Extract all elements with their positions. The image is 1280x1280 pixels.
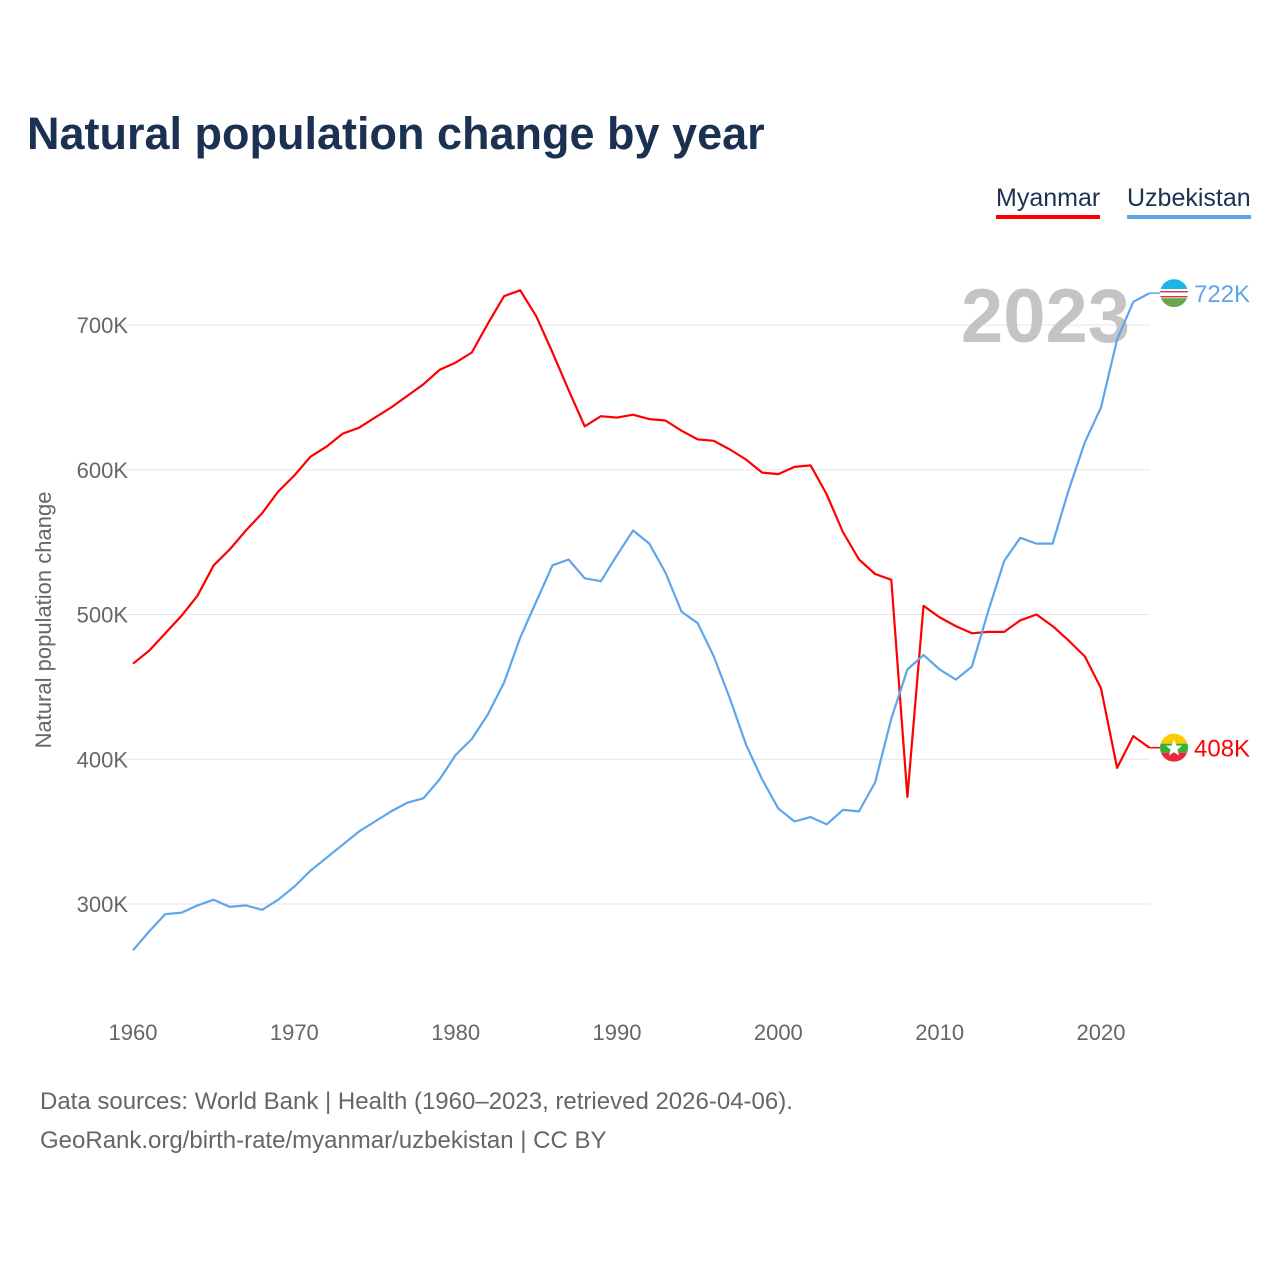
y-tick-label: 600K	[77, 458, 129, 483]
x-tick-label: 1980	[431, 1020, 480, 1045]
x-tick-label: 2010	[915, 1020, 964, 1045]
y-axis-label: Natural population change	[31, 492, 56, 749]
x-tick-label: 2020	[1077, 1020, 1126, 1045]
legend-myanmar[interactable]: Myanmar	[996, 184, 1101, 219]
y-tick-label: 500K	[77, 603, 129, 628]
x-tick-label: 1960	[109, 1020, 158, 1045]
y-tick-label: 300K	[77, 892, 129, 917]
uzbekistan-flag-icon	[1160, 279, 1188, 308]
x-tick-label: 1990	[593, 1020, 642, 1045]
x-tick-label: 2000	[754, 1020, 803, 1045]
myanmar-flag-icon	[1160, 733, 1188, 762]
footer-sources: Data sources: World Bank | Health (1960–…	[40, 1088, 793, 1115]
end-value-label-uzbekistan: 722K	[1194, 281, 1250, 308]
end-value-label-myanmar: 408K	[1194, 736, 1250, 763]
chart-title: Natural population change by year	[27, 108, 765, 159]
y-tick-label: 700K	[77, 313, 129, 338]
legend-uzbekistan[interactable]: Uzbekistan	[1127, 184, 1251, 219]
current-year-label: 2023	[961, 274, 1130, 359]
series-line-uzbekistan	[132, 292, 1150, 952]
footer-link[interactable]: GeoRank.org/birth-rate/myanmar/uzbekista…	[40, 1127, 607, 1154]
y-tick-label: 400K	[77, 747, 129, 772]
series-line-myanmar	[132, 289, 1151, 799]
x-tick-label: 1970	[270, 1020, 319, 1045]
